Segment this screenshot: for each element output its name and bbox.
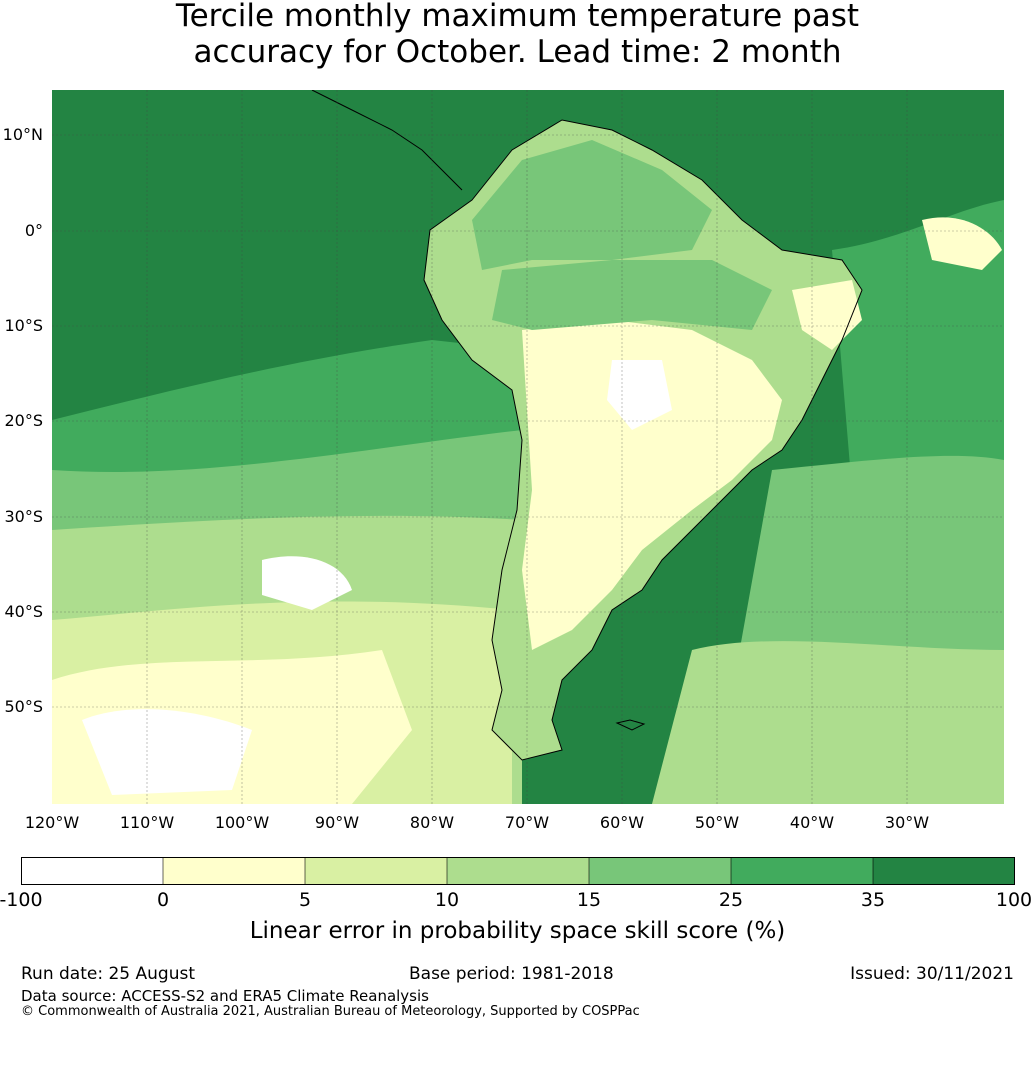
land-north-green (472, 140, 712, 270)
copyright: © Commonwealth of Australia 2021, Austra… (21, 1004, 640, 1019)
issued-date: Issued: 30/11/2021 (850, 964, 1014, 984)
colorbar-tick-label: 15 (576, 889, 602, 911)
lon-label-60w: 60°W (599, 813, 645, 832)
lat-label-10s: 10°S (4, 316, 43, 335)
colorbar-tick-label: -100 (0, 889, 43, 911)
lat-label-0: 0° (24, 221, 43, 240)
colorbar-label: Linear error in probability space skill … (249, 918, 786, 944)
lat-label-50s: 50°S (4, 697, 43, 716)
skill-score-map (52, 90, 1004, 804)
colorbar-tick-label: 35 (860, 889, 886, 911)
lon-label-70w: 70°W (504, 813, 550, 832)
lat-label-20s: 20°S (4, 411, 43, 430)
lon-label-100w: 100°W (214, 813, 270, 832)
lat-label-10n: 10°N (2, 125, 43, 144)
gridlines (52, 90, 1004, 804)
colorbar-swatch (731, 857, 874, 885)
lon-label-120w: 120°W (24, 813, 80, 832)
land-amazon-green (492, 260, 772, 330)
base-period: Base period: 1981-2018 (409, 964, 614, 984)
colorbar-swatch (589, 857, 732, 885)
lon-label-40w: 40°W (789, 813, 835, 832)
colorbar-tick-label: 100 (995, 889, 1033, 911)
pacific-white-patch-2 (262, 556, 352, 610)
central-america-coast (311, 90, 463, 191)
colorbar-tick-label: 5 (298, 889, 312, 911)
colorbar-swatch (163, 857, 306, 885)
land-central-white (607, 360, 672, 430)
colorbar-tick-label: 0 (156, 889, 170, 911)
atlantic-band (832, 200, 1004, 490)
lon-label-90w: 90°W (314, 813, 360, 832)
pacific-white-patch (82, 709, 252, 795)
atlantic-pale (922, 217, 1002, 270)
lon-label-80w: 80°W (409, 813, 455, 832)
colorbar-tick-label: 10 (434, 889, 460, 911)
lat-label-30s: 30°S (4, 507, 43, 526)
lon-label-30w: 30°W (884, 813, 930, 832)
colorbar-tick-label: 25 (718, 889, 744, 911)
falkland-islands (615, 719, 646, 731)
colorbar-swatch (447, 857, 590, 885)
atlantic-band-3 (652, 641, 1004, 804)
lon-label-110w: 110°W (119, 813, 175, 832)
run-date: Run date: 25 August (21, 964, 195, 984)
lon-label-50w: 50°W (694, 813, 740, 832)
coastline (423, 119, 863, 761)
colorbar (21, 857, 1015, 885)
colorbar-swatch (873, 857, 1015, 885)
colorbar-swatch (21, 857, 164, 885)
lat-label-40s: 40°S (4, 602, 43, 621)
map-title-line2: accuracy for October. Lead time: 2 month (193, 34, 842, 70)
data-source: Data source: ACCESS-S2 and ERA5 Climate … (21, 987, 429, 1005)
colorbar-swatch (305, 857, 448, 885)
map-title-line1: Tercile monthly maximum temperature past (175, 0, 860, 34)
